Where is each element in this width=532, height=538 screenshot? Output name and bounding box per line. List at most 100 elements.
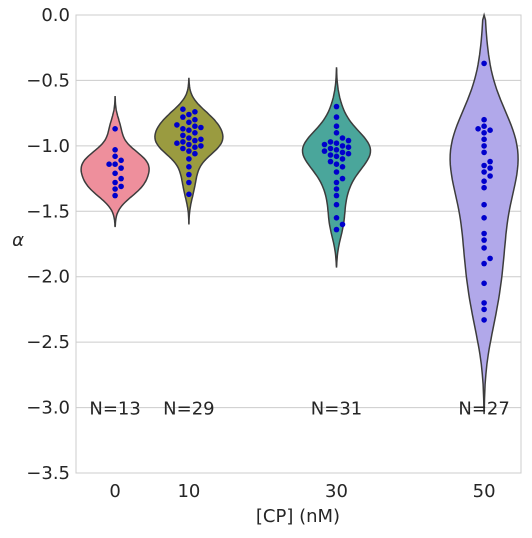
y-tick-label: −3.5 xyxy=(26,463,70,484)
data-point xyxy=(487,165,493,171)
y-tick-label: −0.5 xyxy=(26,70,70,91)
data-point xyxy=(198,124,204,131)
data-point xyxy=(481,136,487,143)
data-point xyxy=(481,130,487,136)
data-point xyxy=(481,201,487,208)
data-point xyxy=(112,179,118,186)
data-point xyxy=(481,143,487,149)
data-point xyxy=(333,103,340,110)
x-axis-label: [CP] (nM) xyxy=(256,506,340,527)
data-point xyxy=(192,123,198,129)
data-point xyxy=(481,230,487,237)
data-point xyxy=(333,140,340,146)
y-tick-label: −1.5 xyxy=(26,201,70,222)
x-tick-label: 0 xyxy=(109,481,120,502)
data-point xyxy=(333,153,340,160)
data-point xyxy=(192,116,198,123)
data-point xyxy=(180,126,186,132)
data-point xyxy=(198,136,204,143)
data-point xyxy=(339,143,346,149)
data-point xyxy=(327,139,334,145)
data-point xyxy=(339,175,346,182)
violin-30 xyxy=(301,67,372,268)
x-tick-label: 50 xyxy=(473,481,496,502)
y-tick-label: −2.5 xyxy=(26,332,70,353)
data-point xyxy=(481,184,487,191)
data-point xyxy=(186,135,192,141)
data-point xyxy=(333,147,340,153)
data-point xyxy=(339,135,346,141)
data-point xyxy=(174,140,180,146)
data-point xyxy=(180,139,186,145)
data-point xyxy=(186,156,192,162)
n-labels: N=13 N=29 N=31 N=27 xyxy=(89,399,509,420)
data-point xyxy=(174,122,180,128)
data-point xyxy=(487,127,493,133)
data-point xyxy=(333,114,340,120)
data-point xyxy=(186,141,192,148)
data-point xyxy=(186,148,192,154)
data-point xyxy=(339,221,346,228)
data-point xyxy=(339,156,346,162)
x-tick-label: 10 xyxy=(177,481,200,502)
y-tick-label: −1.0 xyxy=(26,136,70,157)
data-point xyxy=(321,148,328,154)
data-point xyxy=(333,123,340,129)
data-point xyxy=(481,169,487,175)
data-point xyxy=(487,173,493,179)
data-point xyxy=(118,165,124,171)
data-point xyxy=(345,150,352,157)
data-point xyxy=(186,111,192,118)
data-point xyxy=(118,157,124,164)
y-axis-label: α xyxy=(12,230,24,251)
x-tick-labels: 0 10 30 50 xyxy=(109,481,495,502)
data-point xyxy=(327,152,334,158)
data-point xyxy=(180,132,186,139)
data-point xyxy=(339,149,346,156)
data-point xyxy=(112,153,118,160)
data-point xyxy=(333,201,340,208)
data-point xyxy=(481,280,487,287)
data-point xyxy=(186,191,192,198)
data-point xyxy=(186,164,192,170)
data-point xyxy=(481,60,487,67)
data-point xyxy=(345,144,352,150)
data-point xyxy=(475,126,481,132)
data-point xyxy=(487,255,493,262)
y-tick-labels: 0.0 −0.5 −1.0 −1.5 −2.0 −2.5 −3.0 −3.5 xyxy=(26,5,70,484)
data-point xyxy=(180,145,186,152)
data-point xyxy=(112,186,118,192)
data-point xyxy=(112,161,118,167)
data-point xyxy=(481,123,487,129)
data-point xyxy=(112,192,118,199)
data-point xyxy=(481,215,487,221)
data-point xyxy=(112,126,118,132)
data-point xyxy=(333,169,340,175)
y-tick-label: 0.0 xyxy=(41,5,70,26)
n-label-50: N=27 xyxy=(458,399,509,420)
data-point xyxy=(481,149,487,156)
data-point xyxy=(186,119,192,126)
data-point xyxy=(118,175,124,182)
data-point xyxy=(118,183,124,190)
data-point xyxy=(327,145,334,152)
data-point xyxy=(112,147,118,153)
y-tick-label: −3.0 xyxy=(26,398,70,419)
plot-area xyxy=(75,14,522,474)
data-point xyxy=(112,170,118,177)
data-point xyxy=(481,178,487,184)
data-point xyxy=(481,116,487,123)
data-point xyxy=(192,137,198,144)
data-point xyxy=(481,237,487,243)
data-point xyxy=(339,164,346,170)
grid-lines xyxy=(76,14,521,474)
data-point xyxy=(106,161,112,167)
data-point xyxy=(180,106,186,112)
data-point xyxy=(333,161,340,167)
n-label-30: N=31 xyxy=(311,399,362,420)
data-point xyxy=(186,127,192,133)
data-point xyxy=(487,158,493,165)
data-point xyxy=(192,109,198,115)
data-point xyxy=(180,114,186,120)
